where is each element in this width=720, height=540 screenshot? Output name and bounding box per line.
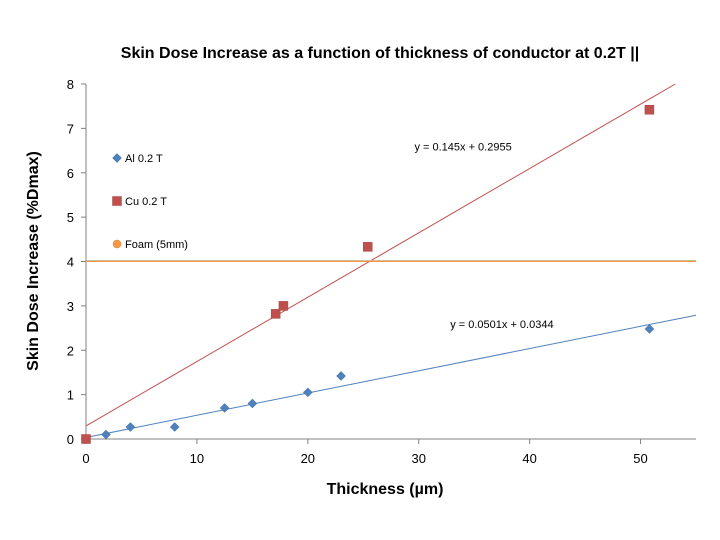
trendline-al-0-2-t [85, 314, 697, 438]
legend-label-al-0-2-t: Al 0.2 T [125, 153, 163, 165]
point-cu-0-2-t [362, 242, 373, 252]
x-tick-label: 50 [633, 451, 647, 466]
point-cu-0-2-t [278, 301, 289, 311]
trendlines: y = 0.0501x + 0.0344 y = 0.145x + 0.2955 [85, 83, 697, 438]
y-tick-label: 3 [67, 299, 74, 314]
x-tick-label: 40 [522, 451, 536, 466]
legend: Al 0.2 T Cu 0.2 T Foam (5mm) [112, 153, 188, 251]
trendline-equation: y = 0.0501x + 0.0344 [450, 319, 553, 331]
chart-title: Skin Dose Increase as a function of thic… [121, 45, 639, 62]
trendline-equation: y = 0.145x + 0.2955 [414, 142, 511, 154]
y-tick-label: 1 [67, 388, 74, 403]
point-al-0-2-t [169, 422, 180, 432]
x-tick-label: 10 [190, 451, 204, 466]
x-axis-label: Thickness (µm) [327, 481, 444, 498]
point-cu-0-2-t [270, 309, 281, 319]
point-cu-0-2-t [644, 104, 655, 115]
y-tick-label: 4 [67, 255, 74, 270]
point-al-0-2-t [644, 324, 655, 334]
y-tick-label: 6 [67, 166, 74, 181]
legend-marker-foam-5mm [112, 239, 122, 249]
legend-label-foam-5mm: Foam (5mm) [125, 239, 188, 251]
y-tick-label: 0 [67, 432, 74, 447]
data-points [81, 104, 655, 444]
x-tick-label: 30 [411, 451, 425, 466]
legend-marker-al-0-2-t [112, 153, 122, 163]
point-al-0-2-t [302, 387, 313, 398]
y-tick-label: 7 [67, 121, 74, 136]
y-axis-label: Skin Dose Increase (%Dmax) [25, 151, 42, 371]
legend-label-cu-0-2-t: Cu 0.2 T [125, 196, 167, 208]
trendline-cu-0-2-t [85, 83, 676, 427]
point-al-0-2-t [336, 371, 346, 381]
point-cu-0-2-t [81, 434, 91, 444]
y-tick-label: 2 [67, 343, 74, 358]
y-tick-label: 5 [67, 210, 74, 225]
point-al-0-2-t [219, 403, 230, 413]
point-al-0-2-t [101, 429, 111, 440]
x-tick-label: 20 [301, 451, 315, 466]
chart-axes: 0 1 2 3 4 5 6 7 8 0 10 20 30 40 50 [67, 77, 696, 466]
y-tick-label: 8 [67, 77, 74, 92]
legend-marker-cu-0-2-t [112, 196, 122, 206]
point-al-0-2-t [125, 422, 136, 432]
x-tick-label: 0 [82, 451, 89, 466]
point-al-0-2-t [247, 398, 258, 409]
